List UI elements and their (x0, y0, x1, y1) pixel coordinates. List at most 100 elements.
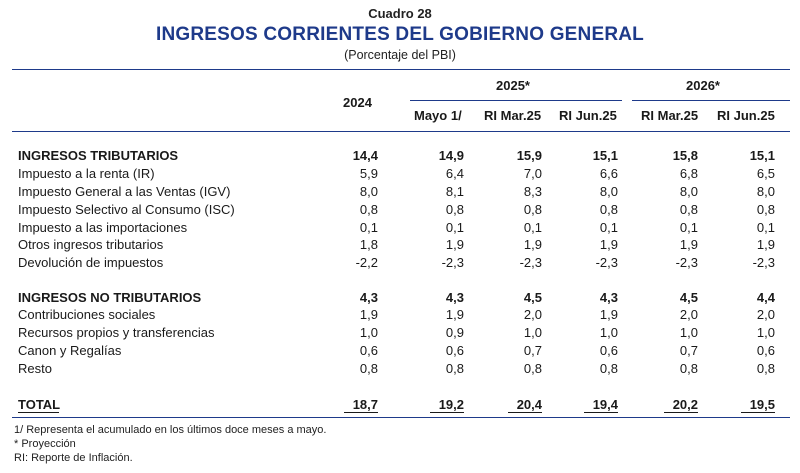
row-value: 0,1 (359, 220, 378, 235)
row-value: 0,8 (679, 361, 698, 376)
row-value: 1,0 (359, 325, 378, 340)
header-rule (12, 131, 790, 132)
row-value: 1,0 (679, 325, 698, 340)
row-value: 0,8 (445, 361, 464, 376)
row-value: 8,1 (445, 184, 464, 199)
row-value: 0,6 (599, 343, 618, 358)
total-underline (584, 412, 618, 413)
row-value: 8,0 (599, 184, 618, 199)
row-value: 1,0 (523, 325, 542, 340)
total-underline (18, 412, 59, 413)
row-value: -2,3 (675, 255, 698, 270)
row-value: 2,0 (523, 307, 542, 322)
footnote-1: 1/ Representa el acumulado en los último… (14, 424, 327, 436)
row-value: 1,9 (445, 307, 464, 322)
row-value: 0,8 (599, 361, 618, 376)
row-value: 0,1 (445, 220, 464, 235)
col-header-2026-rimar: RI Mar.25 (641, 108, 699, 123)
row-value: 15,8 (672, 148, 698, 163)
row-value: 19,2 (438, 397, 464, 412)
row-label: Impuesto a la renta (IR) (18, 166, 155, 181)
row-value: 1,9 (756, 237, 775, 252)
col-header-2025-rijun: RI Jun.25 (559, 108, 617, 123)
row-value: 1,9 (599, 307, 618, 322)
row-value: 6,5 (756, 166, 775, 181)
cuadro-label: Cuadro 28 (368, 6, 432, 21)
row-value: 0,1 (523, 220, 542, 235)
row-value: 1,8 (359, 237, 378, 252)
row-value: 0,8 (359, 202, 378, 217)
row-value: 0,8 (523, 202, 542, 217)
row-value: 1,9 (359, 307, 378, 322)
row-value: 0,8 (679, 202, 698, 217)
row-value: 8,3 (523, 184, 542, 199)
row-value: 1,9 (679, 237, 698, 252)
row-value: 2,0 (756, 307, 775, 322)
row-value: 0,7 (523, 343, 542, 358)
total-underline (508, 412, 542, 413)
row-label: Contribuciones sociales (18, 307, 156, 322)
row-value: -2,3 (752, 255, 775, 270)
col-header-2024: 2024 (343, 95, 372, 110)
top-rule (12, 69, 790, 70)
row-value: 6,4 (445, 166, 464, 181)
row-value: 14,9 (438, 148, 464, 163)
row-value: -2,2 (355, 255, 378, 270)
row-value: 0,8 (523, 361, 542, 376)
row-value: -2,3 (595, 255, 618, 270)
row-value: 0,8 (359, 361, 378, 376)
row-value: 0,8 (445, 202, 464, 217)
row-value: 15,1 (592, 148, 618, 163)
row-value: 4,3 (359, 290, 378, 305)
row-value: 20,4 (516, 397, 542, 412)
total-underline (664, 412, 698, 413)
row-value: 0,6 (359, 343, 378, 358)
row-label: TOTAL (18, 397, 61, 412)
row-value: 6,6 (599, 166, 618, 181)
row-value: 19,5 (749, 397, 775, 412)
table-title: INGRESOS CORRIENTES DEL GOBIERNO GENERAL (156, 24, 644, 45)
row-value: 8,0 (359, 184, 378, 199)
total-underline (430, 412, 464, 413)
row-label: Impuesto a las importaciones (18, 220, 188, 235)
row-value: -2,3 (519, 255, 542, 270)
row-label: Recursos propios y transferencias (18, 325, 215, 340)
row-value: 5,9 (359, 166, 378, 181)
row-value: 4,4 (756, 290, 775, 305)
row-value: 2,0 (679, 307, 698, 322)
row-value: 8,0 (679, 184, 698, 199)
row-value: -2,3 (441, 255, 464, 270)
row-value: 0,7 (679, 343, 698, 358)
row-label: Otros ingresos tributarios (18, 237, 164, 252)
row-value: 0,8 (756, 361, 775, 376)
row-value: 0,1 (679, 220, 698, 235)
col-header-2025-rimar: RI Mar.25 (484, 108, 542, 123)
col-header-2025-mayo: Mayo 1/ (414, 108, 462, 123)
row-label: INGRESOS NO TRIBUTARIOS (18, 290, 202, 305)
row-label: Canon y Regalías (18, 343, 122, 358)
row-value: 0,9 (445, 325, 464, 340)
col-group-2026: 2026* (686, 78, 720, 93)
row-value: 18,7 (352, 397, 378, 412)
row-value: 4,3 (445, 290, 464, 305)
row-value: 20,2 (672, 397, 698, 412)
row-value: 4,5 (523, 290, 542, 305)
row-value: 0,6 (756, 343, 775, 358)
total-underline (741, 412, 775, 413)
row-label: Devolución de impuestos (18, 255, 164, 270)
row-value: 1,0 (599, 325, 618, 340)
group-2026-rule (632, 100, 790, 101)
row-value: 0,1 (599, 220, 618, 235)
bottom-rule (12, 417, 790, 418)
col-header-2026-rijun: RI Jun.25 (717, 108, 775, 123)
row-label: Impuesto Selectivo al Consumo (ISC) (18, 202, 235, 217)
row-value: 15,1 (749, 148, 775, 163)
row-value: 6,8 (679, 166, 698, 181)
row-value: 15,9 (516, 148, 542, 163)
row-value: 14,4 (352, 148, 378, 163)
row-value: 0,8 (599, 202, 618, 217)
row-value: 4,3 (599, 290, 618, 305)
row-value: 1,9 (523, 237, 542, 252)
group-2025-rule (410, 100, 622, 101)
row-label: Impuesto General a las Ventas (IGV) (18, 184, 231, 199)
